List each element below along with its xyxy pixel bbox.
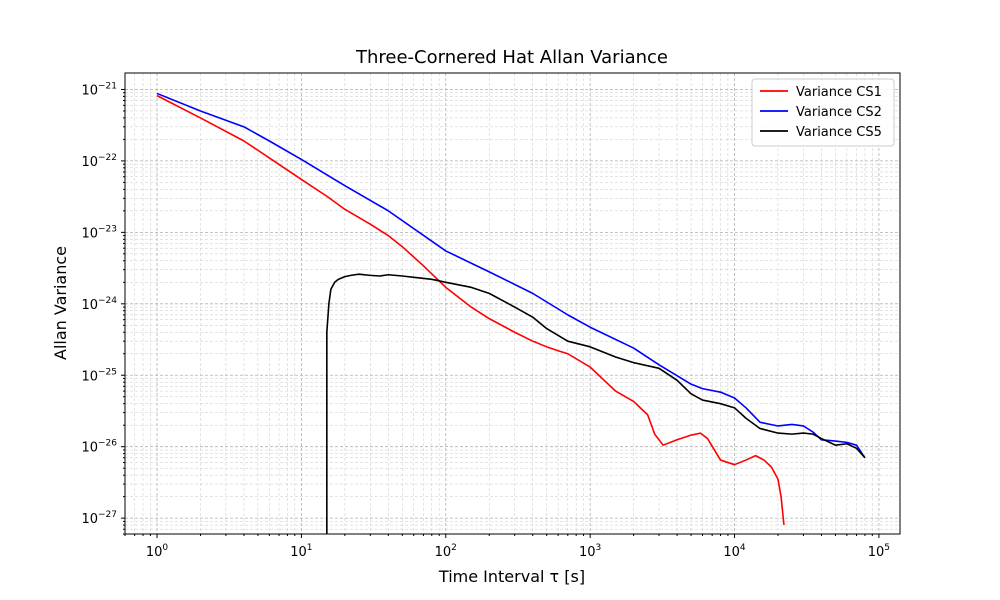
y-tick-label: 10−27 [81, 510, 117, 527]
x-tick-label: 105 [868, 543, 890, 560]
x-tick-label: 103 [579, 543, 601, 560]
x-tick-label: 101 [290, 543, 312, 560]
series-line-variance-cs5 [326, 273, 866, 534]
series-layer [156, 92, 866, 534]
y-tick-label: 10−21 [81, 81, 117, 98]
y-axis-label: Allan Variance [51, 246, 70, 360]
legend-label: Variance CS5 [796, 125, 882, 140]
x-tick-labels: 100 101 102 103 104 105 [146, 543, 890, 560]
legend: Variance CS1 Variance CS2 Variance CS5 [751, 78, 895, 147]
y-tick-label: 10−24 [81, 296, 117, 313]
x-tick-label: 104 [723, 543, 746, 560]
series-line-variance-cs1 [156, 94, 785, 526]
legend-label: Variance CS2 [796, 105, 882, 120]
legend-box [751, 78, 895, 147]
tick-marks [121, 88, 880, 538]
x-tick-label: 100 [146, 543, 169, 560]
x-axis-label: Time Interval τ [s] [438, 567, 585, 586]
y-tick-label: 10−26 [81, 439, 117, 456]
series-line-variance-cs2 [156, 92, 866, 459]
y-tick-labels: 10−27 10−26 10−25 10−24 10−23 10−22 10−21 [81, 81, 117, 527]
chart-title: Three-Cornered Hat Allan Variance [355, 47, 668, 68]
y-tick-label: 10−22 [81, 153, 117, 170]
grid [124, 73, 900, 535]
x-tick-label: 102 [435, 543, 457, 560]
y-tick-label: 10−25 [81, 367, 117, 384]
y-tick-label: 10−23 [81, 224, 117, 241]
legend-label: Variance CS1 [796, 85, 882, 100]
